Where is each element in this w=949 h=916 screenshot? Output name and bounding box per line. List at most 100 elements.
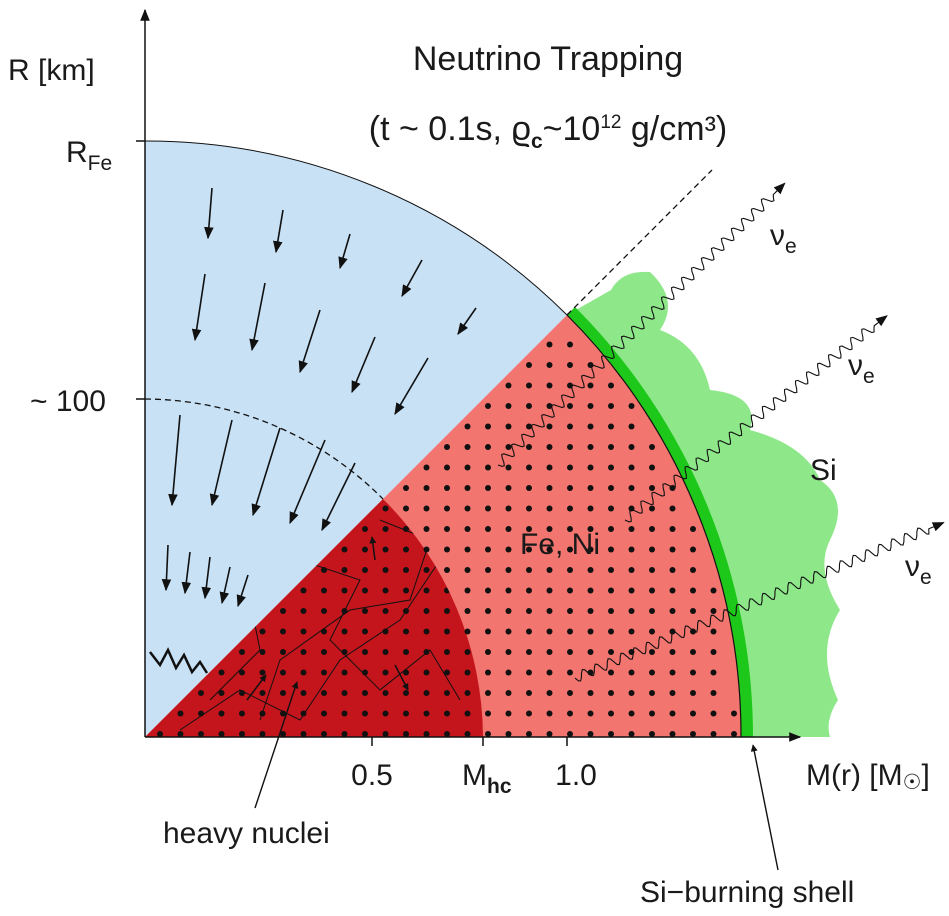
nucleus-dot bbox=[444, 690, 450, 696]
nucleus-dot bbox=[567, 505, 573, 512]
nucleus-dot bbox=[444, 608, 450, 614]
nucleus-dot bbox=[485, 669, 491, 676]
infall-arrow bbox=[351, 336, 376, 394]
nucleus-dot bbox=[526, 505, 532, 512]
nucleus-dot bbox=[464, 423, 471, 430]
nucleus-dot bbox=[690, 710, 696, 717]
nucleus-dot bbox=[628, 423, 635, 430]
infall-arrow bbox=[181, 551, 192, 595]
nucleus-dot bbox=[567, 710, 573, 717]
neutrino-path-3 bbox=[574, 522, 945, 682]
nucleus-dot bbox=[464, 444, 471, 450]
nucleus-dot bbox=[546, 341, 553, 348]
nucleus-dot bbox=[362, 710, 368, 717]
nucleus-dot bbox=[526, 731, 532, 737]
infall-arrow bbox=[298, 309, 321, 374]
nucleus-dot bbox=[382, 587, 389, 594]
nucleus-dot bbox=[362, 628, 368, 635]
nucleus-dot bbox=[341, 731, 348, 737]
infall-arrow bbox=[401, 259, 423, 298]
nucleus-dot bbox=[526, 567, 532, 573]
nucleus-dot bbox=[567, 690, 573, 696]
nucleus-dot bbox=[608, 710, 614, 717]
nucleus-dot bbox=[690, 587, 696, 594]
nucleus-dot bbox=[608, 587, 614, 594]
nucleus-dot bbox=[546, 567, 553, 573]
nucleus-dot bbox=[567, 567, 573, 573]
nucleus-dot bbox=[362, 731, 368, 737]
nucleus-dot bbox=[526, 628, 532, 635]
nucleus-dot bbox=[423, 526, 430, 532]
nucleus-dot bbox=[423, 505, 430, 512]
nucleus-dot bbox=[546, 444, 553, 450]
nucleus-dot bbox=[403, 690, 409, 696]
r-fe-boundary bbox=[144, 140, 568, 316]
nucleus-dot bbox=[259, 628, 266, 635]
nucleus-dot bbox=[546, 382, 553, 389]
nucleus-dot bbox=[628, 690, 635, 696]
nucleus-dot bbox=[649, 628, 655, 635]
nucleus-dot bbox=[464, 649, 471, 655]
nucleus-dot bbox=[505, 690, 512, 696]
nucleus-dot bbox=[362, 526, 368, 532]
nucleus-dot bbox=[239, 649, 245, 655]
nucleus-dot bbox=[300, 669, 307, 676]
nucleus-dot bbox=[505, 423, 512, 430]
infall-arrow bbox=[161, 544, 172, 592]
infall-arrows bbox=[161, 187, 477, 608]
nucleus-dot bbox=[403, 710, 409, 717]
heavy-nuclei-arrow bbox=[394, 664, 409, 691]
nucleus-dot bbox=[177, 710, 184, 717]
nucleus-dot bbox=[546, 485, 553, 491]
nucleus-dot bbox=[485, 628, 491, 635]
nucleus-dot bbox=[546, 669, 553, 676]
nucleus-dot bbox=[567, 423, 573, 430]
nucleus-dot bbox=[505, 526, 512, 532]
nucleus-dot bbox=[710, 587, 717, 594]
nucleus-dot bbox=[587, 505, 594, 512]
nucleus-dot bbox=[280, 690, 286, 696]
nucleus-dot bbox=[300, 587, 307, 594]
neutrino-path-1 bbox=[497, 182, 786, 467]
nucleus-dot bbox=[546, 587, 553, 594]
infall-arrow bbox=[289, 439, 326, 525]
nucleus-dot bbox=[608, 444, 614, 450]
nucleus-dot bbox=[649, 485, 655, 491]
nucleus-dot bbox=[280, 649, 286, 655]
nucleus-dot bbox=[628, 731, 635, 737]
x-tick-label-10: 1.0 bbox=[555, 759, 597, 792]
nucleus-dot bbox=[526, 362, 532, 368]
nucleus-dot bbox=[505, 669, 512, 676]
nucleus-dot bbox=[608, 608, 614, 614]
nucleus-dot bbox=[567, 669, 573, 676]
nucleus-dot bbox=[485, 423, 491, 430]
nucleus-dot bbox=[485, 567, 491, 573]
nucleus-dot bbox=[403, 546, 409, 553]
nucleus-dot bbox=[649, 608, 655, 614]
nucleus-dot bbox=[403, 587, 409, 594]
nucleus-dot bbox=[403, 731, 409, 737]
nucleus-dot bbox=[505, 628, 512, 635]
nucleus-dot bbox=[546, 649, 553, 655]
nucleus-dot bbox=[546, 464, 553, 471]
nucleus-dot bbox=[587, 608, 594, 614]
nucleus-dot bbox=[567, 731, 573, 737]
nucleus-dot bbox=[546, 423, 553, 430]
heavy-nuclei-arrow bbox=[246, 674, 267, 701]
nucleus-dot bbox=[362, 546, 368, 553]
nucleus-dot bbox=[587, 546, 594, 553]
nucleus-dot bbox=[587, 464, 594, 471]
nucleus-dot bbox=[567, 608, 573, 614]
nucleus-dot bbox=[423, 690, 430, 696]
nucleus-dot bbox=[546, 505, 553, 512]
nucleus-dot bbox=[259, 731, 266, 737]
nucleus-dot bbox=[526, 382, 532, 389]
nucleus-dot bbox=[485, 505, 491, 512]
nucleus-dot bbox=[485, 690, 491, 696]
y-axis-label: R [km] bbox=[8, 54, 95, 87]
nucleus-dot bbox=[403, 567, 409, 573]
nucleus-dot bbox=[505, 649, 512, 655]
nucleus-dot bbox=[505, 464, 512, 471]
nucleus-dot bbox=[649, 546, 655, 553]
infall-arrow bbox=[209, 419, 233, 507]
